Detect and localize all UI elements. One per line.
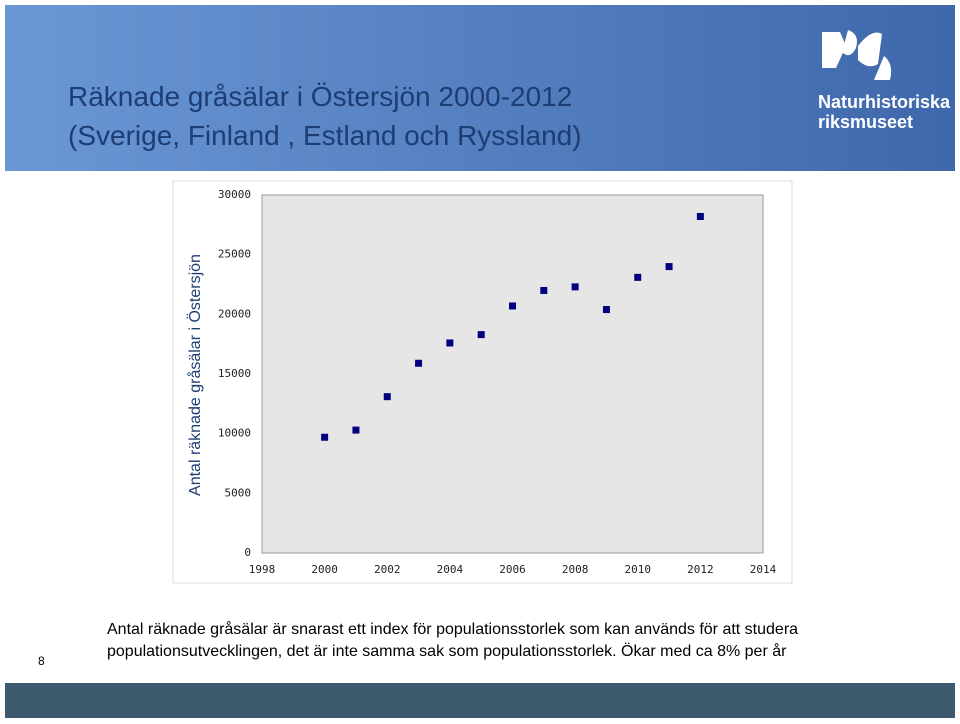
y-tick-label: 10000 bbox=[218, 427, 251, 440]
data-point bbox=[321, 433, 329, 441]
data-point bbox=[352, 426, 360, 434]
data-point bbox=[540, 286, 548, 294]
data-point bbox=[665, 263, 673, 271]
logo-icon bbox=[822, 30, 892, 80]
y-tick-label: 5000 bbox=[225, 486, 252, 499]
data-point bbox=[571, 283, 579, 291]
data-point bbox=[602, 306, 610, 314]
logo-text: riksmuseet bbox=[818, 112, 913, 132]
data-point bbox=[477, 331, 485, 339]
x-tick-label: 2012 bbox=[687, 563, 714, 576]
y-tick-label: 15000 bbox=[218, 367, 251, 380]
data-point bbox=[696, 212, 704, 220]
x-tick-label: 2014 bbox=[750, 563, 777, 576]
x-tick-label: 2008 bbox=[562, 563, 589, 576]
data-point bbox=[509, 302, 516, 310]
x-tick-label: 1998 bbox=[249, 563, 276, 576]
x-tick-label: 2006 bbox=[499, 563, 526, 576]
data-point bbox=[634, 273, 642, 281]
footer-band bbox=[5, 683, 955, 718]
caption: Antal räknade gråsälar är snarast ett in… bbox=[107, 620, 798, 638]
x-tick-label: 2010 bbox=[625, 563, 652, 576]
data-point bbox=[446, 339, 454, 347]
plot-area bbox=[261, 194, 764, 554]
header-band bbox=[5, 5, 955, 171]
y-axis-label: Antal räknade gråsälar i Östersjön bbox=[186, 254, 204, 496]
y-tick-label: 30000 bbox=[218, 188, 251, 201]
logo-text: Naturhistoriska bbox=[818, 92, 951, 112]
data-point bbox=[415, 359, 423, 367]
caption: populationsutvecklingen, det är inte sam… bbox=[107, 642, 787, 660]
x-tick-label: 2000 bbox=[311, 563, 338, 576]
y-tick-label: 20000 bbox=[218, 307, 251, 320]
x-tick-label: 2002 bbox=[374, 563, 401, 576]
x-tick-label: 2004 bbox=[437, 563, 464, 576]
page-number: 8 bbox=[38, 654, 45, 668]
y-tick-label: 0 bbox=[244, 546, 251, 559]
slide-title: (Sverige, Finland , Estland och Ryssland… bbox=[68, 120, 582, 151]
data-point bbox=[383, 393, 391, 401]
y-tick-label: 25000 bbox=[218, 248, 251, 261]
slide-title: Räknade gråsälar i Östersjön 2000-2012 bbox=[68, 81, 572, 112]
